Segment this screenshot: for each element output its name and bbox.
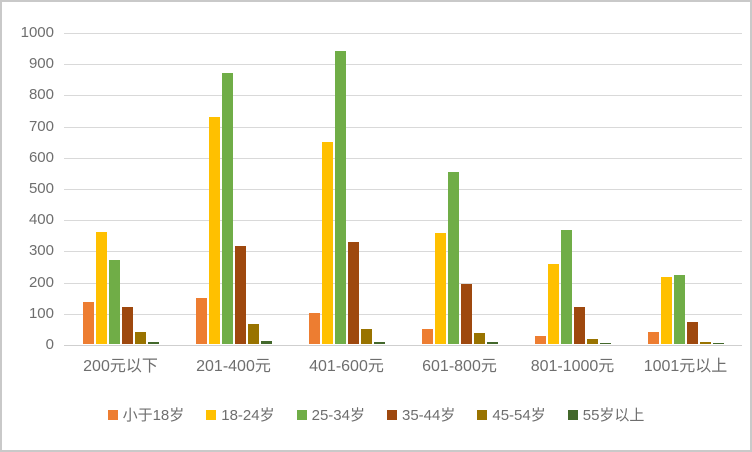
bar-25-34岁-401-600元 [334,50,346,344]
gridline-1000 [64,33,742,34]
bar-小于18岁-1001元以上 [647,332,659,344]
y-tick-label-300: 300 [28,242,54,260]
bar-18-24岁-801-1000元 [547,264,559,344]
gridline-200 [64,282,742,284]
bar-25-34岁-1001元以上 [673,275,685,344]
legend-swatch-icon [567,409,578,420]
legend-swatch-icon [387,409,397,420]
bar-18-24岁-201-400元 [208,117,220,344]
x-label-6: 1001元以上 [643,358,728,375]
gridline-0 [64,345,742,346]
gridline-100 [64,313,742,315]
gridline-500 [64,189,742,190]
legend-label: 25-34岁 [311,407,365,424]
bar-45-54岁-401-600元 [360,329,372,344]
legend-label: 18-24岁 [221,407,275,424]
legend-swatch-icon [107,409,118,420]
bar-25-34岁-801-1000元 [560,230,572,344]
bar-55岁以上-200元以下 [147,342,159,344]
legend-swatch-icon [477,409,488,420]
legend-item-35-44岁: 35-44岁 [387,404,455,425]
gridline-600 [64,157,742,159]
gridline-800 [64,95,742,97]
legend-label: 小于18岁 [122,407,185,424]
bar-group-6 [647,32,724,344]
gridline-700 [64,126,742,128]
y-tick-label-700: 700 [28,117,54,135]
bar-55岁以上-801-1000元 [599,343,611,344]
bar-35-44岁-200元以下 [121,307,133,344]
bar-35-44岁-401-600元 [347,241,359,344]
y-tick-label-600: 600 [28,148,54,166]
legend-swatch-icon [296,409,307,420]
bar-小于18岁-601-800元 [421,329,433,344]
legend-item-55岁以上: 55岁以上 [567,404,645,425]
bar-45-54岁-200元以下 [134,332,146,344]
bar-35-44岁-601-800元 [460,283,472,344]
y-tick-label-1000: 1000 [20,24,54,41]
bar-小于18岁-200元以下 [82,301,94,344]
x-axis: 200元以下 201-400元 401-600元 601-800元 801-1000元 1… [64,352,742,376]
bar-55岁以上-201-400元 [260,340,272,344]
y-tick-label-0: 0 [45,336,54,353]
legend-item-小于18岁: 小于18岁 [107,404,185,425]
legend-label: 35-44岁 [402,407,456,424]
bar-groups [64,32,742,344]
bar-45-54岁-601-800元 [473,333,485,344]
plot-area [64,32,742,346]
bar-35-44岁-201-400元 [234,246,246,344]
x-label-2: 201-400元 [196,358,271,375]
bar-group-5 [534,32,611,344]
legend-label: 45-54岁 [492,407,546,424]
legend: 小于18岁 18-24岁 25-34岁 35-44岁 45-54岁 55岁以上 [2,404,750,425]
x-label-5: 801-1000元 [530,358,615,375]
gridline-400 [64,220,742,222]
bar-25-34岁-200元以下 [108,259,120,344]
bar-25-34岁-601-800元 [447,172,459,344]
bar-55岁以上-601-800元 [486,341,498,344]
bar-18-24岁-1001元以上 [660,276,672,344]
bar-45-54岁-1001元以上 [699,341,711,344]
gridline-900 [64,64,742,66]
legend-swatch-icon [206,409,217,420]
legend-item-18-24岁: 18-24岁 [206,404,275,425]
x-label-4: 601-800元 [422,358,497,375]
x-label-3: 401-600元 [309,358,384,375]
bar-group-4 [421,32,498,344]
y-tick-label-400: 400 [28,211,54,229]
bar-group-1 [82,32,159,344]
bar-group-3 [308,32,385,344]
legend-item-45-54岁: 45-54岁 [477,404,546,425]
bar-25-34岁-201-400元 [221,72,233,344]
bar-18-24岁-200元以下 [95,232,107,344]
legend-label: 55岁以上 [582,407,645,424]
bar-55岁以上-1001元以上 [712,343,724,344]
bar-55岁以上-401-600元 [373,341,385,344]
bar-group-2 [195,32,272,344]
bar-45-54岁-801-1000元 [586,339,598,344]
y-tick-label-500: 500 [28,180,54,197]
bar-小于18岁-401-600元 [308,313,320,344]
bar-小于18岁-801-1000元 [534,335,546,344]
gridline-300 [64,251,742,253]
bar-35-44岁-801-1000元 [573,306,585,344]
bar-18-24岁-401-600元 [321,141,333,344]
bar-35-44岁-1001元以上 [686,322,698,344]
bar-45-54岁-201-400元 [247,323,259,344]
y-tick-label-200: 200 [28,273,54,291]
legend-item-25-34岁: 25-34岁 [296,404,365,425]
y-tick-label-900: 900 [28,55,54,73]
x-label-1: 200元以下 [83,358,158,375]
bar-18-24岁-601-800元 [434,233,446,344]
y-tick-label-100: 100 [28,304,54,322]
bar-小于18岁-201-400元 [195,297,207,344]
y-tick-label-800: 800 [28,86,54,104]
